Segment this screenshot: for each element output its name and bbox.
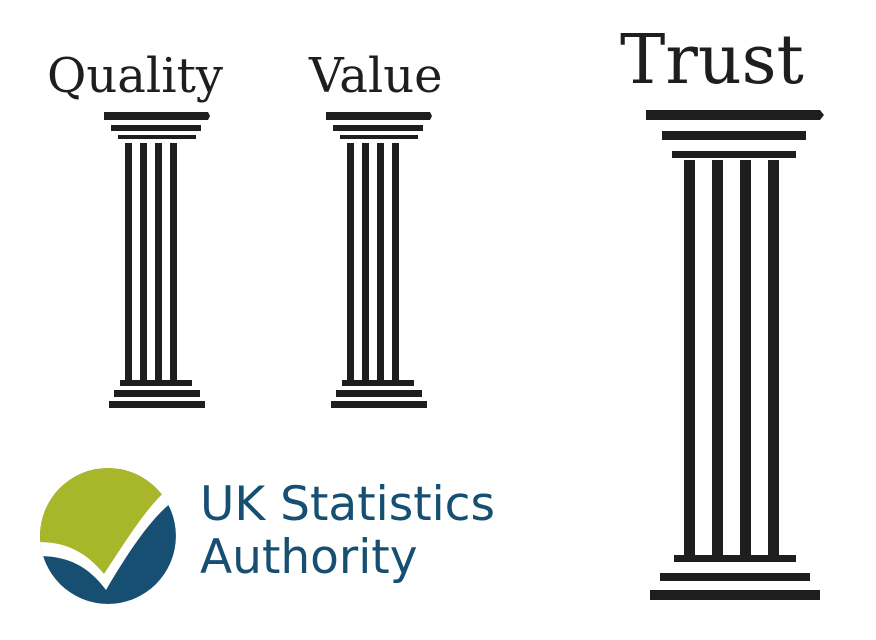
trust-label: Trust bbox=[620, 21, 804, 100]
logo-wordmark: UK Statistics Authority bbox=[200, 478, 495, 584]
uk-statistics-authority-logo: UK Statistics Authority bbox=[38, 466, 538, 616]
quality-pillar-icon bbox=[104, 112, 210, 408]
value-pillar-icon bbox=[326, 112, 432, 408]
checkmark-circle-icon bbox=[40, 468, 176, 604]
value-label: Value bbox=[309, 48, 443, 104]
logo-line-1: UK Statistics bbox=[200, 477, 496, 532]
quality-label: Quality bbox=[47, 48, 223, 104]
trust-pillar-icon bbox=[646, 110, 824, 600]
logo-line-2: Authority bbox=[200, 530, 418, 585]
